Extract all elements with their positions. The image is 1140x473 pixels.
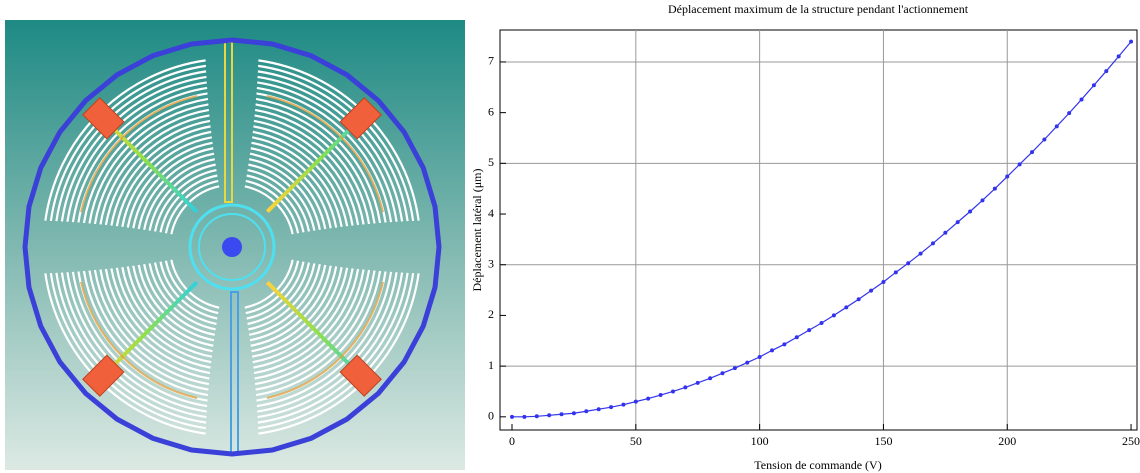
data-point [745,360,750,365]
data-point [918,251,923,256]
data-point [708,376,713,381]
anchor-arc [266,281,385,400]
anchor-arc [266,94,385,213]
data-point [1005,174,1010,179]
hub [222,237,242,257]
data-point [943,230,948,235]
data-point [596,407,601,412]
data-point [1079,97,1084,102]
data-point [534,414,539,419]
anchor-arc [79,281,198,400]
data-point [522,414,527,419]
data-point [930,241,935,246]
outer-ring [22,37,442,457]
data-point [1017,162,1022,167]
data-point [831,313,836,318]
data-point [609,405,614,410]
data-point [881,279,886,284]
data-point [658,393,663,398]
y-tick-label: 3 [488,256,494,270]
x-tick-label: 250 [1122,434,1140,448]
data-point [856,297,861,302]
data-point [992,186,997,191]
y-tick-label: 4 [488,206,494,220]
y-tick-label: 0 [488,409,494,423]
anchor-pad [82,354,125,397]
simulation-render [5,20,465,470]
data-point [807,328,812,333]
data-point [893,270,898,275]
x-tick-label: 0 [509,434,515,448]
data-point [547,413,552,418]
data-point [757,354,762,359]
data-point [968,209,973,214]
y-tick-label: 7 [488,54,494,68]
data-point [621,402,626,407]
data-point [732,366,737,371]
anchor-pad [82,97,125,140]
data-point [980,198,985,203]
data-point [869,288,874,293]
anchor-arc [79,94,198,213]
data-point [584,409,589,414]
hub-ring [188,203,276,291]
data-point [1067,111,1072,116]
anchor-pad [339,97,382,140]
data-point [1116,54,1121,59]
data-point [1030,150,1035,155]
data-point [1054,124,1059,129]
data-point [571,411,576,416]
data-point [683,385,688,390]
hub-ring [198,213,266,281]
data-point [955,220,960,225]
x-tick-label: 50 [630,434,642,448]
data-point [1042,137,1047,142]
data-point [819,321,824,326]
data-point [794,335,799,340]
y-tick-label: 2 [488,307,494,321]
x-tick-label: 100 [751,434,769,448]
data-point [510,414,515,419]
y-axis-label: Déplacement latéral (μm) [470,168,484,291]
data-point [770,348,775,353]
data-point [559,412,564,417]
data-point [1104,69,1109,74]
data-point [782,342,787,347]
data-point [906,261,911,266]
data-point [1091,83,1096,88]
data-point [720,371,725,376]
y-tick-label: 5 [488,155,494,169]
plot-frame [499,29,1138,431]
y-tick-label: 6 [488,104,494,118]
x-axis-label: Tension de commande (V) [754,458,881,472]
data-point [844,305,849,310]
anchor-pad [339,354,382,397]
data-point [695,380,700,385]
data-point [1129,39,1134,44]
x-tick-label: 200 [998,434,1016,448]
data-point [670,389,675,394]
data-point [646,396,651,401]
x-tick-label: 150 [874,434,892,448]
data-point [633,399,638,404]
chart-title: Déplacement maximum de la structure pend… [668,2,969,16]
y-tick-label: 1 [488,358,494,372]
